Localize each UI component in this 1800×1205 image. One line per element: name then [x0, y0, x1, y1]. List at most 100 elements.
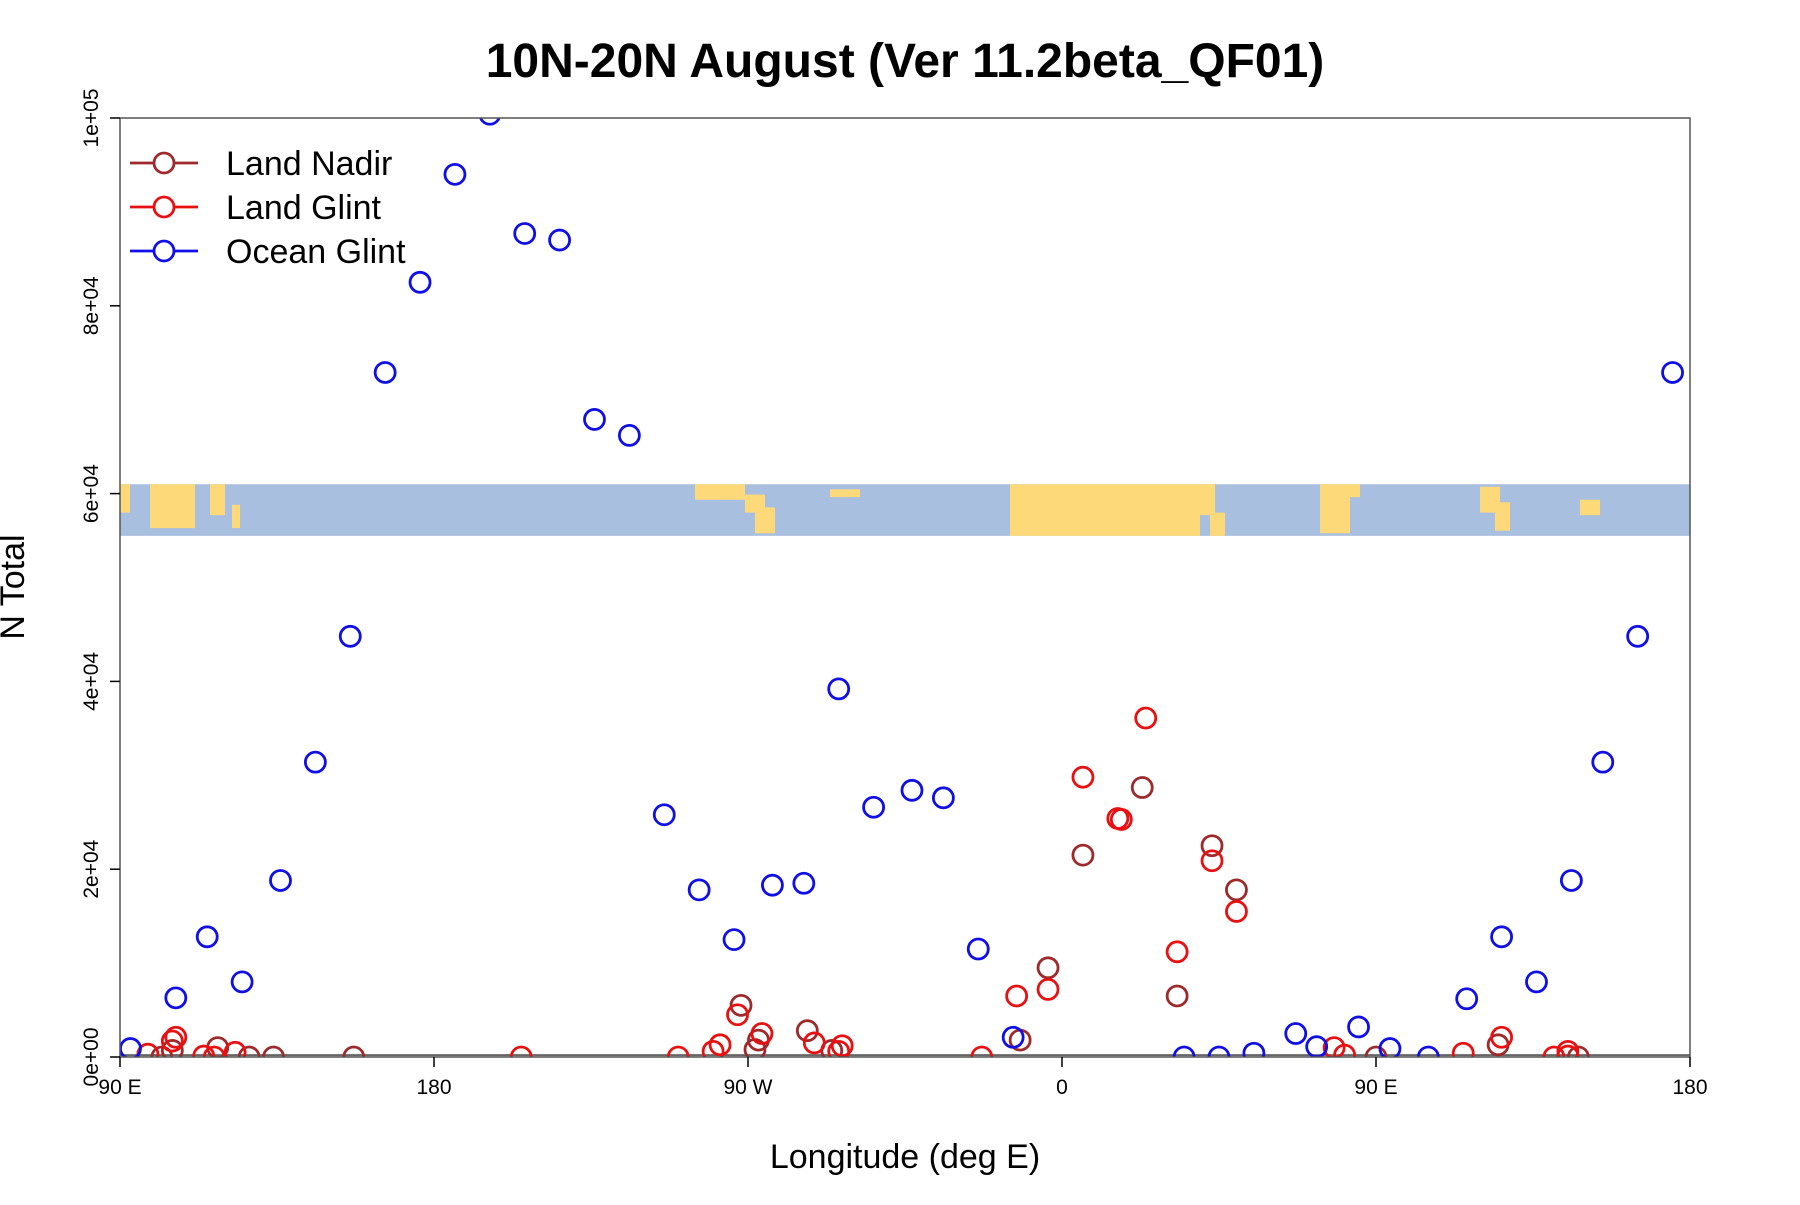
- data-point: [1225, 878, 1248, 902]
- data-point: [750, 1022, 774, 1045]
- plot-frame: [119, 117, 1691, 1058]
- data-point: [1005, 984, 1029, 1008]
- data-point: [548, 228, 571, 252]
- x-tick-label: 90 W: [723, 1076, 772, 1099]
- data-point: [160, 1039, 184, 1057]
- data-point: [970, 1045, 994, 1057]
- map-land: [1350, 484, 1360, 498]
- data-point: [726, 1003, 749, 1027]
- map-land: [1580, 499, 1600, 516]
- data-point: [1036, 977, 1060, 1001]
- series-ocean-glint: [120, 118, 1684, 1057]
- data-point: [666, 1045, 690, 1057]
- data-point: [1542, 1045, 1566, 1057]
- map-land: [1210, 512, 1225, 536]
- data-point: [1490, 925, 1513, 949]
- chart-title: 10N-20N August (Ver 11.2beta_QF01): [486, 35, 1325, 88]
- legend-label: Land Nadir: [226, 145, 392, 183]
- x-axis: 90 E 180 90 W 0 90 E 180: [98, 1057, 1708, 1099]
- data-point: [862, 795, 885, 819]
- data-point: [1200, 834, 1224, 858]
- map-land: [120, 484, 130, 513]
- data-point: [931, 786, 955, 810]
- y-tick-label: 6e+04: [80, 464, 103, 523]
- data-point: [1378, 1037, 1402, 1057]
- data-point: [708, 1033, 732, 1057]
- map-land: [695, 484, 745, 500]
- legend: Land Nadir Land Glint Ocean Glint: [130, 145, 406, 271]
- map-land: [1320, 484, 1350, 534]
- data-point: [583, 408, 606, 431]
- data-point: [342, 1045, 366, 1057]
- data-point: [202, 1045, 226, 1057]
- data-point: [479, 118, 501, 126]
- data-point: [830, 1034, 854, 1057]
- data-point: [1525, 970, 1548, 994]
- data-point: [966, 937, 990, 961]
- data-point: [1661, 361, 1684, 384]
- x-tick-label: 90 E: [1354, 1076, 1397, 1099]
- data-point: [1207, 1045, 1231, 1057]
- data-point: [802, 1031, 826, 1055]
- data-point: [1364, 1045, 1388, 1057]
- x-tick-label: 90 E: [98, 1076, 141, 1099]
- data-point: [1559, 869, 1583, 892]
- y-tick-label: 0e+00: [80, 1028, 103, 1087]
- legend-item-ocean-glint: Ocean Glint: [130, 233, 406, 271]
- map-land: [1200, 484, 1215, 516]
- data-point: [827, 677, 851, 701]
- y-tick-label: 8e+04: [80, 276, 103, 335]
- legend-marker: [152, 151, 176, 175]
- legend-label: Ocean Glint: [226, 233, 406, 271]
- data-point: [617, 423, 641, 447]
- data-point: [1036, 956, 1060, 980]
- data-point: [1591, 750, 1615, 774]
- data-point: [160, 1029, 184, 1053]
- data-point: [1490, 1025, 1513, 1049]
- data-point: [230, 970, 254, 994]
- data-point: [1322, 1036, 1346, 1057]
- legend-label: Land Glint: [226, 189, 382, 227]
- data-point: [1225, 900, 1248, 923]
- legend-item-land-glint: Land Glint: [130, 189, 382, 227]
- data-point: [509, 1045, 533, 1057]
- data-point: [373, 361, 397, 384]
- data-point: [722, 928, 746, 952]
- data-point: [1451, 1041, 1475, 1057]
- data-point: [701, 1039, 725, 1057]
- data-point: [1071, 843, 1095, 867]
- y-axis-label: N Total: [0, 534, 32, 639]
- x-tick-label: 180: [1672, 1076, 1707, 1099]
- map-ocean: [120, 484, 1690, 536]
- data-point: [237, 1045, 261, 1057]
- y-tick-label: 2e+04: [80, 839, 103, 898]
- map-land: [830, 489, 860, 498]
- map-land: [1010, 484, 1200, 536]
- map-land: [755, 507, 775, 534]
- data-point: [223, 1040, 247, 1057]
- data-point: [1001, 1025, 1025, 1049]
- map-land: [1495, 502, 1510, 531]
- x-axis-label: Longitude (deg E): [770, 1138, 1040, 1176]
- data-point: [1172, 1045, 1196, 1057]
- world-map-strip: [120, 484, 1690, 536]
- data-point: [792, 871, 816, 895]
- y-tick-label: 4e+04: [80, 652, 103, 711]
- map-land: [210, 484, 225, 516]
- data-point: [1134, 706, 1158, 730]
- data-point: [1200, 849, 1224, 873]
- series-land-nadir: [150, 776, 1590, 1057]
- data-point: [729, 993, 753, 1017]
- data-point: [192, 1044, 216, 1057]
- legend-marker: [152, 239, 176, 263]
- data-point: [269, 869, 292, 892]
- data-point: [303, 750, 327, 774]
- data-point: [761, 873, 784, 897]
- data-point: [164, 986, 188, 1010]
- data-point: [443, 162, 467, 186]
- data-point: [164, 1025, 188, 1049]
- data-point: [1071, 765, 1095, 789]
- x-tick-label: 180: [416, 1076, 451, 1099]
